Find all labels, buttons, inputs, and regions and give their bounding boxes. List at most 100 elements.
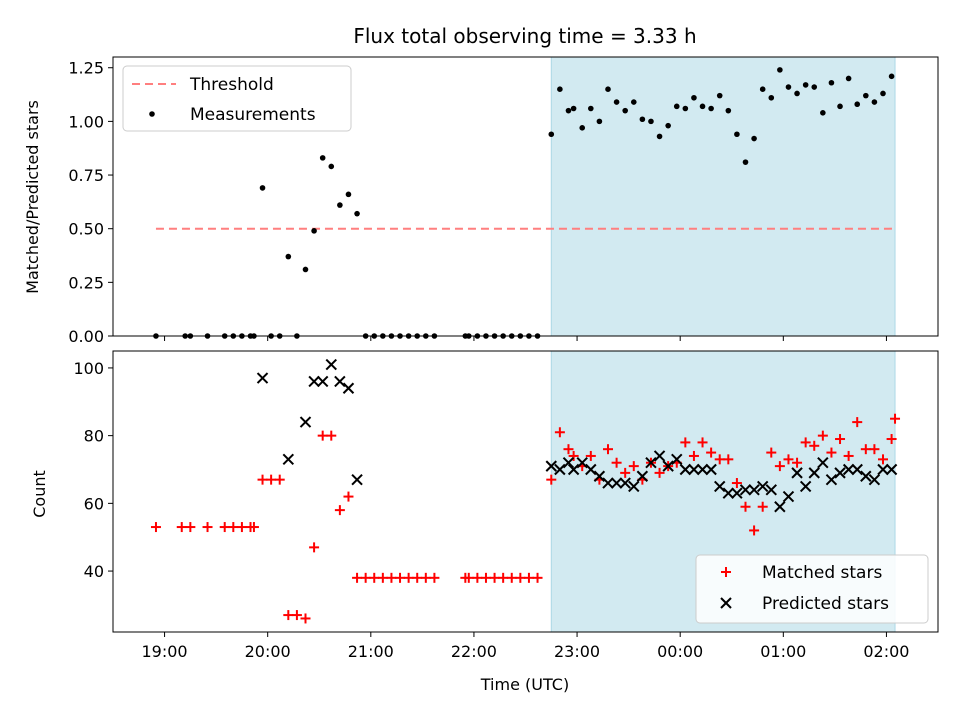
x-tick-label: 02:00 bbox=[863, 642, 909, 661]
matched-star-marker bbox=[886, 434, 897, 445]
matched-star-marker bbox=[766, 447, 777, 458]
bottom-y-tick-label: 100 bbox=[73, 359, 104, 378]
measurement-point bbox=[548, 131, 555, 138]
bottom-y-axis: 40 60 80 100 bbox=[73, 359, 113, 581]
x-axis-label: Time (UTC) bbox=[480, 675, 569, 694]
measurement-point bbox=[648, 118, 654, 125]
top-y-tick-label: 1.00 bbox=[68, 112, 104, 131]
measurement-point bbox=[751, 135, 757, 142]
matched-star-marker bbox=[403, 572, 414, 583]
measurement-point bbox=[570, 105, 577, 112]
matched-star-marker bbox=[568, 450, 579, 461]
bottom-y-tick-label: 60 bbox=[84, 494, 104, 513]
measurement-point bbox=[630, 99, 637, 105]
x-tick-label: 19:00 bbox=[142, 642, 188, 661]
measurement-point bbox=[768, 94, 775, 101]
bottom-y-tick-label: 80 bbox=[84, 427, 104, 446]
measurement-point bbox=[613, 99, 620, 105]
measurement-point bbox=[596, 118, 603, 125]
matched-star-marker bbox=[714, 454, 725, 465]
predicted-star-marker bbox=[308, 375, 320, 388]
predicted-star-marker bbox=[791, 467, 803, 479]
measurement-point bbox=[665, 122, 671, 129]
predicted-star-marker bbox=[316, 375, 329, 388]
measurement-point bbox=[345, 191, 352, 198]
matched-star-marker bbox=[835, 434, 846, 445]
predicted-star-marker bbox=[567, 463, 580, 476]
matched-star-marker bbox=[369, 572, 380, 583]
predicted-star-marker bbox=[256, 372, 269, 384]
matched-star-marker bbox=[219, 522, 230, 533]
predicted-star-marker bbox=[636, 470, 649, 482]
matched-star-marker bbox=[843, 450, 854, 461]
measurement-point bbox=[605, 86, 611, 92]
predicted-star-marker bbox=[705, 463, 717, 476]
measurement-point bbox=[863, 92, 869, 99]
measurement-point bbox=[759, 86, 766, 92]
matched-star-marker bbox=[480, 572, 491, 583]
matched-star-marker bbox=[352, 572, 363, 583]
x-tick-label: 20:00 bbox=[245, 642, 291, 661]
measurement-point bbox=[285, 253, 292, 260]
x-tick-label: 23:00 bbox=[554, 642, 600, 661]
measurement-point bbox=[328, 163, 335, 170]
matched-star-marker bbox=[792, 457, 803, 468]
top-shade-rect bbox=[550, 56, 896, 337]
matched-star-marker bbox=[257, 474, 268, 485]
matched-star-marker bbox=[283, 610, 294, 621]
top-legend-box bbox=[122, 65, 352, 132]
predicted-star-marker bbox=[731, 487, 743, 499]
predicted-star-marker bbox=[342, 382, 355, 394]
measurement-point bbox=[725, 107, 732, 114]
predicted-star-marker bbox=[696, 463, 709, 476]
matched-star-marker bbox=[228, 522, 239, 533]
matched-star-marker bbox=[817, 430, 828, 441]
top-y-axis: 0.00 0.25 0.50 0.75 1.00 1.25 bbox=[68, 59, 113, 346]
predicted-star-marker bbox=[851, 463, 863, 476]
measurement-point bbox=[828, 79, 835, 86]
top-y-tick-label: 0.50 bbox=[68, 220, 104, 239]
measurement-point bbox=[708, 105, 714, 112]
predicted-star-marker bbox=[628, 480, 640, 493]
measurement-point bbox=[716, 92, 723, 99]
matched-star-marker bbox=[360, 572, 371, 583]
count-points bbox=[150, 358, 901, 624]
measurement-point bbox=[682, 105, 689, 112]
predicted-star-marker bbox=[756, 480, 769, 493]
predicted-star-marker bbox=[325, 358, 337, 371]
predicted-star-marker bbox=[653, 450, 666, 462]
matched-star-marker bbox=[463, 572, 474, 583]
matched-star-marker bbox=[603, 444, 613, 455]
predicted-star-marker bbox=[868, 473, 881, 486]
predicted-star-marker bbox=[645, 457, 657, 469]
measurement-point bbox=[639, 116, 646, 123]
matched-star-marker bbox=[800, 437, 811, 448]
bottom-panel: 40 60 80 100 19:00 20:00 21:00 22:00 23:00 00:00… bbox=[30, 350, 939, 694]
x-tick-label: 22:00 bbox=[451, 642, 497, 661]
matched-star-marker bbox=[429, 572, 440, 583]
matched-star-marker bbox=[386, 572, 397, 583]
measurement-point bbox=[579, 125, 586, 131]
measurement-point bbox=[794, 90, 800, 97]
top-panel: 0.00 0.25 0.50 0.75 1.00 1.25 Matched/Predict… bbox=[23, 56, 939, 346]
predicted-star-marker bbox=[282, 453, 295, 466]
predicted-star-marker bbox=[610, 477, 623, 489]
matched-star-marker bbox=[317, 430, 328, 441]
measurement-point bbox=[811, 84, 818, 90]
matched-star-marker bbox=[688, 450, 699, 461]
matched-star-marker bbox=[248, 522, 259, 533]
matched-star-marker bbox=[202, 522, 213, 533]
measurement-point bbox=[337, 202, 343, 208]
measurement-point bbox=[880, 90, 886, 97]
matched-star-marker bbox=[869, 444, 880, 455]
predicted-star-marker bbox=[765, 484, 777, 496]
matched-star-marker bbox=[654, 467, 665, 478]
matched-star-marker bbox=[185, 522, 196, 533]
measurement-point bbox=[311, 228, 317, 234]
matched-star-marker bbox=[740, 501, 751, 512]
predicted-star-marker bbox=[877, 463, 889, 476]
predicted-star-marker bbox=[662, 460, 674, 472]
predicted-star-marker bbox=[619, 477, 631, 489]
matched-star-marker bbox=[515, 572, 526, 583]
